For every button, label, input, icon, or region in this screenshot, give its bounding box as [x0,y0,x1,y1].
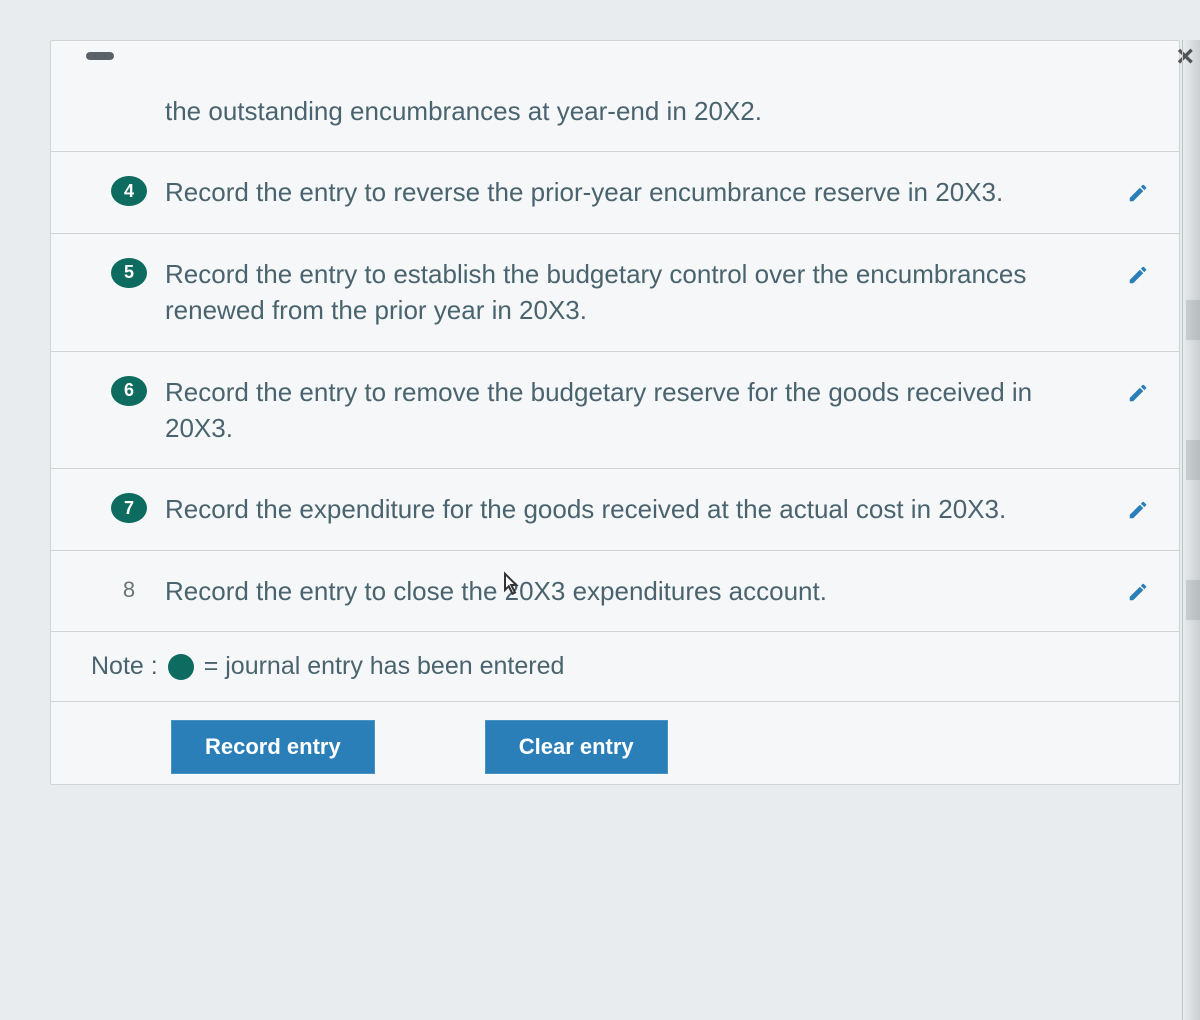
step-number-badge: 6 [111,376,147,406]
pencil-icon[interactable] [1127,382,1149,404]
pencil-icon[interactable] [1127,499,1149,521]
list-item[interactable]: 5 Record the entry to establish the budge… [51,233,1179,351]
step-number [111,95,147,125]
list-item[interactable]: 6 Record the entry to remove the budgetar… [51,351,1179,469]
offscreen-fragments [1186,300,1200,900]
button-row: Record entry Clear entry [51,701,1179,784]
list-item[interactable]: the outstanding encumbrances at year-end… [51,71,1179,151]
pencil-icon[interactable] [1127,581,1149,603]
step-description: Record the entry to reverse the prior-ye… [165,174,1159,210]
list-item[interactable]: 7 Record the expenditure for the goods re… [51,468,1179,549]
step-number-badge: 5 [111,258,147,288]
list-item[interactable]: 8 Record the entry to close the 20X3 expe… [51,550,1179,631]
step-description: the outstanding encumbrances at year-end… [165,93,1159,129]
note-label: Note : [91,652,158,681]
record-entry-button[interactable]: Record entry [171,720,375,774]
note-text: = journal entry has been entered [204,652,565,681]
pencil-icon[interactable] [1127,182,1149,204]
step-number: 8 [111,575,147,605]
collapse-handle-icon [86,52,114,60]
step-number-badge: 7 [111,493,147,523]
journal-entry-list: the outstanding encumbrances at year-end… [50,40,1180,785]
step-description: Record the entry to establish the budget… [165,256,1159,329]
collapse-bar[interactable] [51,41,1179,71]
step-number-badge: 4 [111,176,147,206]
step-description: Record the expenditure for the goods rec… [165,491,1159,527]
list-item[interactable]: 4 Record the entry to reverse the prior-y… [51,151,1179,232]
clear-entry-button[interactable]: Clear entry [485,720,668,774]
note-row: Note : = journal entry has been entered [51,631,1179,701]
step-description: Record the entry to close the 20X3 expen… [165,573,1159,609]
pencil-icon[interactable] [1127,264,1149,286]
step-description: Record the entry to remove the budgetary… [165,374,1159,447]
entered-indicator-icon [168,654,194,680]
